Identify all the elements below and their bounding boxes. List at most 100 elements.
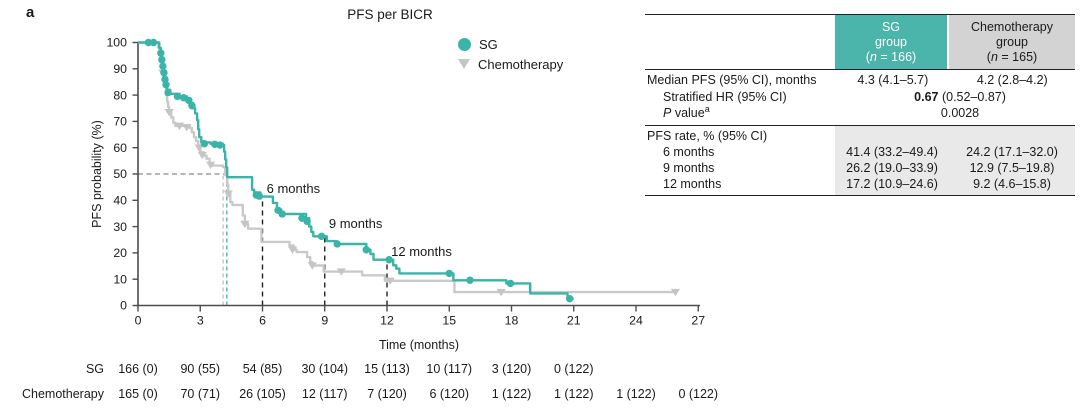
summary-stats-table: SG group (n = 166) Chemotherapy group (n… — [645, 14, 1075, 197]
censor-mark-sg — [164, 88, 172, 97]
censor-mark-sg — [188, 101, 196, 110]
censor-mark-sg — [362, 246, 370, 254]
x-tick-label: 24 — [629, 314, 643, 328]
median-pfs-chemo-value: 4.2 (2.8–4.2) — [976, 73, 1048, 87]
landmark-label-9mo: 9 months — [328, 216, 383, 232]
chemo-header-n: (n = 165) — [986, 49, 1038, 64]
table-header-spacer — [645, 15, 835, 69]
x-tick-label: 3 — [197, 314, 204, 328]
censor-mark-sg — [278, 210, 286, 218]
censor-mark-chemotherapy — [307, 262, 317, 270]
landmark-label-6mo: 6 months — [266, 180, 321, 196]
risk-cell: 7 (120) — [367, 387, 407, 401]
censor-mark-chemotherapy — [670, 288, 681, 297]
censor-mark-chemotherapy — [197, 151, 207, 160]
y-axis-label: PFS probability (%) — [90, 120, 104, 228]
risk-cell: 15 (113) — [364, 362, 410, 376]
rate-9mo-chemo: 12.9 (7.5–19.8) — [969, 160, 1055, 175]
censor-mark-sg — [216, 141, 224, 149]
legend-label-sg: SG — [479, 36, 498, 52]
sg-header-name: SG — [881, 19, 901, 34]
table-row-stratified-hr: Stratified HR (95% CI) 0.67 (0.52–0.87) — [645, 89, 1075, 106]
rate-12mo-sg: 17.2 (10.9–24.6) — [846, 177, 938, 192]
pfs-rate-values: 41.4 (33.2–49.4) 24.2 (17.1–32.0) 26.2 (… — [835, 125, 1075, 196]
table-section-pfs-rates: PFS rate, % (95% CI) 6 months 9 months 1… — [645, 125, 1075, 197]
x-tick-label: 15 — [442, 314, 456, 328]
stratified-hr-value: 0.67 (0.52–0.87) — [914, 89, 1006, 104]
at-risk-row-chemotherapy: Chemotherapy 165 (0) 70 (71) 26 (105) 12 (1… — [0, 387, 740, 402]
legend-item-chemotherapy: Chemotherapy — [458, 56, 563, 72]
table-row-p-value: P valuea 0.0028 — [645, 104, 1075, 122]
sg-header-group: group — [875, 34, 907, 49]
sg-header-n: (n = 166) — [865, 49, 917, 64]
rate-6mo-label: 6 months — [663, 144, 715, 159]
risk-cell: 0 (122) — [553, 362, 594, 376]
y-tick-label: 30 — [113, 220, 127, 234]
rate-6mo-values: 41.4 (33.2–49.4) 24.2 (17.1–32.0) — [835, 144, 1075, 160]
risk-cell: 1 (122) — [491, 387, 532, 401]
y-tick-label: 40 — [113, 194, 127, 208]
landmark-label-12mo: 12 months — [391, 243, 452, 259]
p-value: 0.0028 — [940, 106, 980, 120]
x-tick-label: 12 — [380, 314, 394, 328]
censor-mark-sg — [565, 294, 574, 303]
x-tick-label: 9 — [321, 314, 328, 328]
y-tick-label: 80 — [113, 88, 127, 102]
at-risk-label-chemotherapy: Chemotherapy — [22, 387, 104, 401]
panel-label: a — [26, 4, 35, 21]
table-row-median-pfs: Median PFS (95% CI), months 4.3 (4.1–5.7… — [645, 72, 1075, 89]
risk-cell: 0 (122) — [678, 387, 719, 401]
risk-cell: 70 (71) — [180, 387, 221, 401]
censor-mark-chemotherapy — [194, 144, 204, 152]
risk-cell: 6 (120) — [429, 387, 470, 401]
risk-cell: 26 (105) — [239, 387, 286, 401]
x-tick-label: 21 — [567, 314, 581, 328]
risk-cell: 30 (104) — [301, 362, 349, 376]
y-tick-label: 0 — [120, 299, 127, 313]
legend-label-chemotherapy: Chemotherapy — [478, 56, 564, 72]
censor-mark-chemotherapy — [385, 277, 395, 285]
censor-mark-sg — [158, 55, 166, 64]
table-header-sg-group: SG group (n = 166) — [835, 15, 947, 69]
risk-cell: 3 (120) — [491, 362, 532, 376]
rate-12mo-label: 12 months — [663, 177, 722, 192]
censor-mark-chemotherapy — [164, 108, 174, 117]
censor-mark-sg — [160, 69, 168, 77]
rate-6mo-sg: 41.4 (33.2–49.4) — [846, 144, 938, 159]
censor-mark-chemotherapy — [174, 122, 185, 131]
sg-circle-marker-icon — [458, 37, 471, 51]
rate-9mo-sg: 26.2 (19.0–33.9) — [846, 160, 938, 175]
risk-cell: 12 (117) — [301, 387, 348, 401]
y-tick-label: 90 — [113, 62, 127, 76]
chart-title: PFS per BICR — [347, 7, 433, 22]
legend: SG Chemotherapy — [458, 36, 563, 76]
table-header-chemotherapy-group: Chemotherapy group (n = 165) — [949, 15, 1075, 69]
risk-cell: 90 (55) — [180, 362, 221, 376]
at-risk-label-sg: SG — [85, 362, 104, 376]
risk-cell: 166 (0) — [118, 362, 158, 376]
median-pfs-sg-value: 4.3 (4.1–5.7) — [857, 73, 929, 87]
risk-cell: 165 (0) — [118, 387, 158, 401]
km-plot: 0 3 6 9 12 15 18 21 24 27 0 10 20 30 40 50 60 70 80 90 100 — [106, 36, 705, 328]
x-tick-label: 27 — [691, 314, 705, 328]
y-tick-label: 60 — [113, 141, 127, 155]
x-tick-label: 18 — [505, 314, 519, 328]
censor-mark-sg — [144, 38, 153, 47]
censor-mark-sg — [445, 269, 453, 278]
risk-cell: 10 (117) — [426, 362, 473, 376]
censor-mark-sg — [466, 276, 474, 284]
censor-mark-sg — [200, 140, 209, 148]
risk-cell: 1 (122) — [616, 387, 656, 401]
censor-mark-sg — [149, 38, 158, 47]
x-tick-label: 6 — [259, 314, 266, 328]
censor-mark-chemotherapy — [223, 190, 233, 198]
censor-mark-chemotherapy — [287, 246, 298, 254]
y-tick-label: 10 — [113, 272, 127, 286]
chemotherapy-triangle-marker-icon — [458, 59, 470, 69]
chemo-header-group: group — [996, 34, 1028, 49]
censor-mark-chemotherapy — [182, 123, 192, 132]
pfs-rate-labels: PFS rate, % (95% CI) 6 months 9 months 1… — [645, 126, 835, 196]
rate-12mo-chemo: 9.2 (4.6–15.8) — [973, 177, 1051, 192]
x-axis-label: Time (months) — [378, 338, 460, 352]
